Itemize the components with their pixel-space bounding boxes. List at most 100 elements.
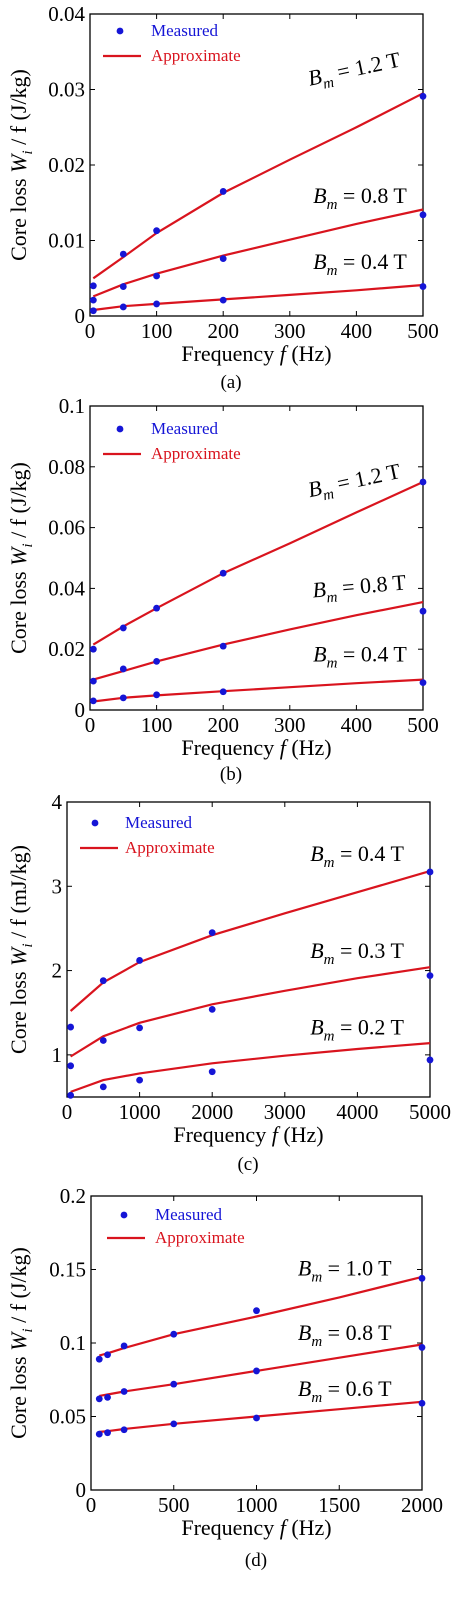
series-label: Bm = 0.8 T <box>313 183 407 213</box>
measured-point <box>104 1429 111 1437</box>
y-tick-label: 0.01 <box>48 229 85 253</box>
measured-point <box>119 250 127 258</box>
x-tick-label: 4000 <box>336 1100 378 1124</box>
measured-point <box>99 1083 107 1091</box>
measured-point <box>219 296 227 304</box>
chart-panel-1: 0 100 200 300 400 500 0 0.01 0.02 0.03 0.04 Frequen… <box>6 2 439 393</box>
measured-point <box>104 1351 111 1359</box>
legend-measured-label: Measured <box>151 419 219 438</box>
measured-point <box>99 1037 107 1044</box>
series-label: Bm = 0.2 T <box>310 1015 404 1045</box>
measured-point <box>170 1420 178 1428</box>
series-label: Bm = 0.4 T <box>310 841 404 871</box>
measured-point <box>153 300 161 308</box>
x-tick-label: 2000 <box>401 1493 443 1517</box>
y-tick-label: 0 <box>75 698 86 722</box>
measured-point <box>418 1399 426 1407</box>
measured-point <box>120 1426 128 1434</box>
measured-point <box>419 478 427 486</box>
panel-label: (a) <box>220 372 241 393</box>
measured-point <box>95 1355 103 1363</box>
measured-point <box>119 624 127 632</box>
measured-point <box>219 688 227 696</box>
measured-point <box>120 1388 128 1395</box>
x-tick-label: 100 <box>141 713 173 737</box>
chart-panel-2: 0 100 200 300 400 500 0 0.02 0.04 0.06 0.08 0.1 Freq… <box>6 394 439 785</box>
series-3: Bm = 0.2 T <box>67 1015 434 1099</box>
x-axis-label: Frequency f (Hz) <box>181 1515 331 1540</box>
legend-measured-label: Measured <box>155 1205 223 1224</box>
x-axis-label: Frequency f (Hz) <box>181 341 331 366</box>
y-tick-label: 0.1 <box>59 394 85 418</box>
y-tick-label: 0.02 <box>48 637 85 661</box>
approx-line <box>70 966 431 1058</box>
measured-point <box>136 1076 144 1084</box>
y-tick-label: 0 <box>76 1478 87 1502</box>
legend-measured-label: Measured <box>125 813 193 832</box>
y-tick-label: 1 <box>52 1043 63 1067</box>
chart-panel-3: 0 1000 2000 3000 4000 5000 1 2 3 4 Frequency f (Hz… <box>6 790 451 1175</box>
measured-point <box>419 211 427 219</box>
measured-point <box>419 607 427 615</box>
x-tick-label: 400 <box>341 319 373 343</box>
measured-point <box>418 1344 426 1351</box>
series-3: Bm = 0.6 T <box>95 1376 426 1438</box>
series-label: Bm = 1.2 T <box>306 458 404 507</box>
measured-point <box>89 282 97 290</box>
y-tick-label: 0.04 <box>48 576 85 600</box>
series-2: Bm = 0.3 T <box>67 938 434 1070</box>
x-tick-label: 5000 <box>409 1100 451 1124</box>
panel-label: (b) <box>220 764 242 785</box>
measured-point <box>89 697 97 705</box>
series-2: Bm = 0.8 T <box>89 183 427 304</box>
x-tick-label: 1000 <box>119 1100 161 1124</box>
series-label: Bm = 0.8 T <box>311 569 408 607</box>
y-tick-label: 0.1 <box>60 1331 86 1355</box>
measured-point <box>208 1005 216 1013</box>
x-tick-label: 400 <box>341 713 373 737</box>
measured-point <box>119 694 127 702</box>
series-1: Bm = 1.0 T <box>95 1255 426 1363</box>
plot-frame <box>89 405 424 711</box>
x-tick-label: 0 <box>86 1493 97 1517</box>
y-tick-label: 0.02 <box>48 153 85 177</box>
x-tick-label: 1500 <box>318 1493 360 1517</box>
legend: Measured Approximate <box>107 1205 245 1247</box>
legend-measured-label: Measured <box>151 21 219 40</box>
measured-point <box>419 92 427 100</box>
measured-point <box>99 977 107 985</box>
measured-point <box>136 1024 144 1032</box>
series-label: Bm = 1.0 T <box>298 1255 392 1285</box>
plot-frame <box>66 801 431 1098</box>
x-tick-label: 500 <box>407 713 439 737</box>
legend-measured-marker <box>91 819 99 827</box>
measured-point <box>219 255 227 263</box>
y-tick-label: 0.06 <box>48 516 85 540</box>
approx-line <box>99 1400 423 1433</box>
measured-point <box>153 604 161 612</box>
approx-line <box>70 1042 431 1093</box>
measured-point <box>95 1395 103 1403</box>
measured-point <box>120 1342 128 1350</box>
measured-point <box>67 1091 75 1099</box>
panel-label: (d) <box>245 1550 267 1571</box>
approx-line <box>93 283 424 312</box>
measured-point <box>219 569 227 577</box>
series-label: Bm = 0.8 T <box>298 1320 392 1350</box>
chart-panel-4: 0 500 1000 1500 2000 0 0.05 0.1 0.15 0.2 Frequency… <box>6 1184 443 1571</box>
legend: Measured Approximate <box>103 419 241 463</box>
measured-point <box>419 679 427 687</box>
measured-point <box>119 665 127 673</box>
y-tick-label: 0.05 <box>49 1405 86 1429</box>
measured-point <box>253 1414 260 1422</box>
x-tick-label: 100 <box>141 319 173 343</box>
measured-point <box>119 283 127 290</box>
panel-label: (c) <box>237 1154 258 1175</box>
series-1: Bm = 0.4 T <box>67 841 434 1031</box>
y-tick-label: 0.08 <box>48 455 85 479</box>
measured-point <box>426 1056 434 1064</box>
x-tick-label: 1000 <box>236 1493 278 1517</box>
approx-line <box>93 678 424 703</box>
x-tick-label: 0 <box>85 319 96 343</box>
